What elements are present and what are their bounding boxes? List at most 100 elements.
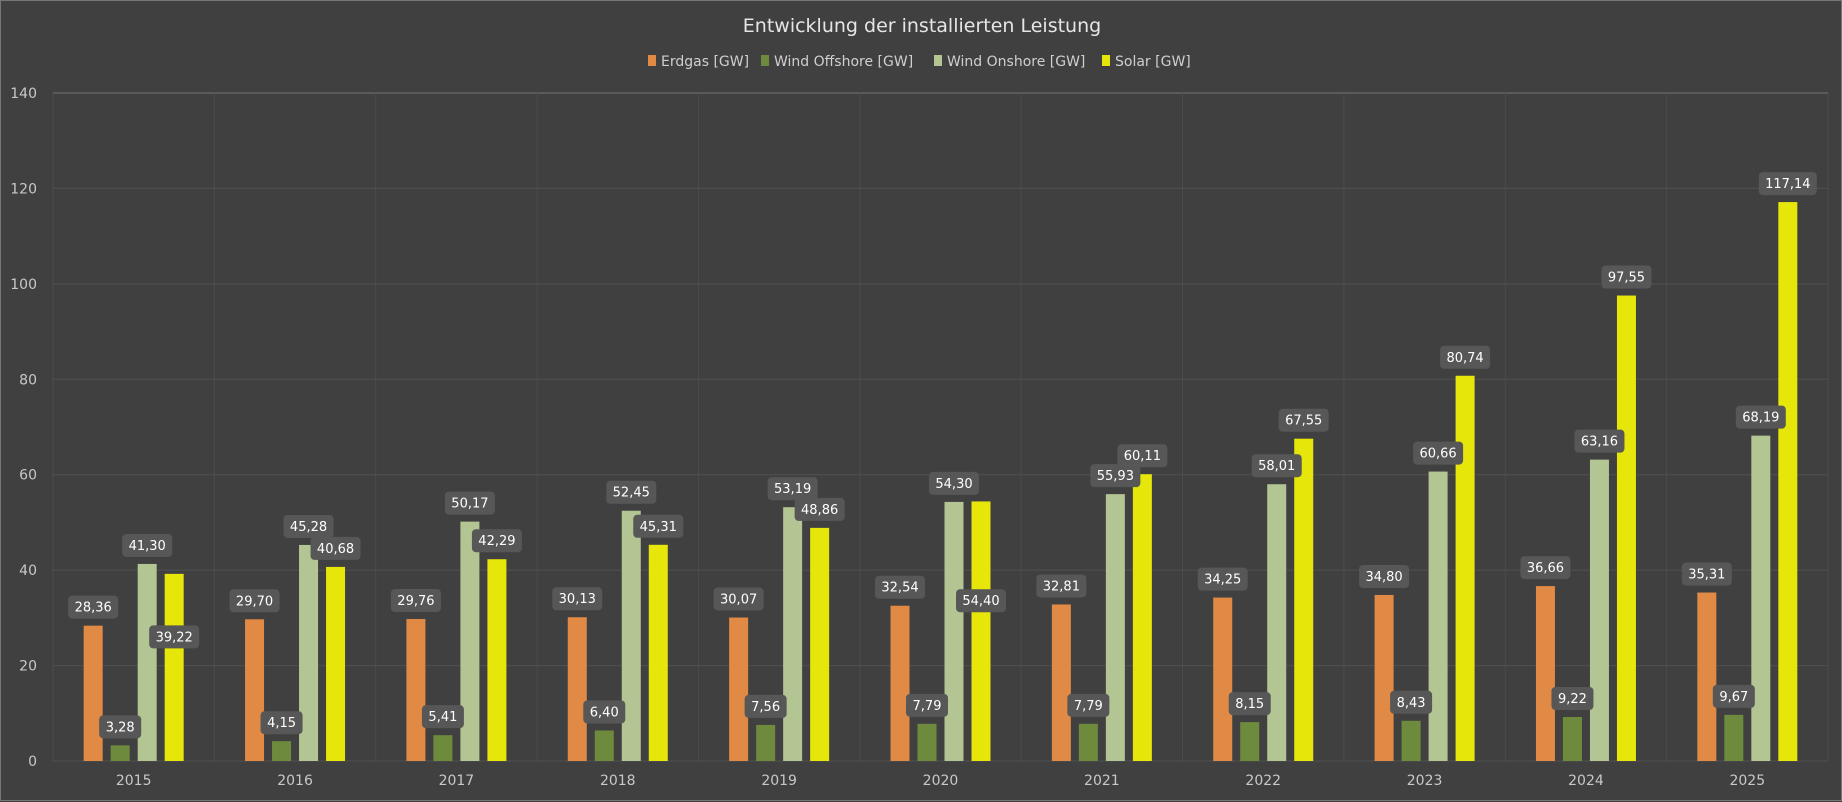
bar (1751, 435, 1771, 761)
data-label-bg (1735, 405, 1786, 429)
data-label: 42,29 (478, 534, 515, 549)
legend-label: Wind Offshore [GW] (774, 54, 913, 70)
data-label-bg (1251, 454, 1302, 478)
data-label: 58,01 (1258, 459, 1295, 474)
x-tick-label: 2024 (1568, 773, 1604, 789)
data-label-bg (875, 575, 925, 599)
bar (1535, 586, 1555, 761)
x-tick-label: 2023 (1407, 773, 1443, 789)
y-tick-label: 140 (10, 86, 37, 102)
gridlines (52, 92, 1829, 762)
y-tick-label: 80 (19, 372, 37, 388)
bar (1105, 494, 1125, 761)
bar (1616, 295, 1636, 761)
data-label: 40,68 (317, 542, 354, 557)
x-tick-label: 2021 (1084, 773, 1120, 789)
data-label-bg (421, 705, 464, 729)
bar (756, 724, 776, 761)
data-label-bg (149, 625, 200, 649)
bar (1213, 597, 1233, 761)
bar (272, 741, 292, 761)
data-label-bg (229, 589, 280, 613)
bar (487, 559, 507, 761)
data-label-bg (1197, 567, 1248, 591)
data-label: 68,19 (1742, 411, 1779, 426)
x-tick-label: 2018 (600, 773, 636, 789)
data-label: 9,67 (1719, 690, 1748, 705)
data-label-bg (260, 711, 303, 735)
data-label: 30,13 (559, 592, 596, 607)
bar (1589, 459, 1609, 761)
data-label-bg (471, 529, 522, 553)
data-label: 97,55 (1608, 271, 1645, 286)
bar (944, 501, 964, 761)
data-label: 29,76 (397, 594, 434, 609)
bar (567, 617, 587, 761)
data-label-bg (1117, 444, 1168, 468)
data-label-bg (767, 477, 818, 501)
x-tick-label: 2020 (923, 773, 959, 789)
bar (1562, 717, 1582, 761)
data-label: 28,36 (75, 601, 112, 616)
data-label: 8,15 (1235, 697, 1264, 712)
legend-label: Solar [GW] (1115, 54, 1191, 70)
data-label-bg (283, 514, 334, 538)
x-tick-label: 2022 (1245, 773, 1281, 789)
data-label: 41,30 (129, 539, 166, 554)
data-label: 53,19 (774, 482, 811, 497)
data-label: 80,74 (1446, 351, 1483, 366)
data-label-bg (713, 587, 764, 611)
bar (1401, 720, 1421, 761)
data-label-bg (1413, 441, 1464, 465)
y-tick-label: 20 (19, 659, 37, 675)
legend-swatch (934, 55, 942, 66)
data-label-bg (310, 536, 361, 560)
bar (1051, 604, 1071, 761)
data-label-bg (68, 595, 119, 619)
data-label: 54,30 (935, 477, 972, 492)
data-label-bg (1681, 562, 1732, 586)
x-tick-label: 2017 (439, 773, 475, 789)
x-axis: 2015 2016 2017 2018 2019 2020 2021 2022 2023 2024… (116, 773, 1765, 789)
data-label-bg (1390, 690, 1433, 714)
data-label-bg (929, 471, 979, 495)
data-label-bg (1278, 408, 1329, 432)
data-label-bg (633, 514, 684, 538)
bar (460, 521, 480, 761)
data-label-bg (794, 497, 845, 521)
data-label: 32,54 (881, 581, 918, 596)
bar (299, 544, 319, 761)
bar (594, 730, 614, 761)
data-label-bg (906, 693, 948, 717)
data-label: 29,70 (236, 594, 273, 609)
data-label-bg (1359, 564, 1410, 588)
data-label: 60,66 (1419, 447, 1456, 462)
x-tick-label: 2025 (1729, 773, 1765, 789)
bar (1240, 722, 1260, 761)
data-label-bg (1574, 429, 1625, 453)
bar (164, 573, 184, 761)
bar (406, 619, 426, 761)
bar (917, 723, 937, 761)
data-label: 48,86 (801, 503, 838, 518)
data-label-bg (606, 480, 657, 504)
bar (1294, 438, 1314, 761)
legend: Erdgas [GW] Wind Offshore [GW] Wind Onshor… (648, 54, 1191, 70)
data-label-bg (1440, 345, 1491, 369)
x-tick-label: 2015 (116, 773, 152, 789)
data-label-bg (1551, 687, 1594, 711)
bar (890, 605, 910, 761)
data-label: 30,07 (720, 593, 757, 608)
bar (1455, 375, 1475, 761)
bar (648, 544, 668, 761)
bar (137, 563, 157, 761)
data-label: 7,79 (1074, 699, 1103, 714)
chart-title: Entwicklung der installierten Leistung (743, 15, 1101, 37)
data-label-bg (122, 533, 173, 557)
bars (83, 202, 1798, 762)
legend-label: Erdgas [GW] (661, 54, 749, 70)
data-label: 63,16 (1581, 435, 1618, 450)
bar (971, 501, 991, 761)
data-label: 34,80 (1365, 570, 1402, 585)
